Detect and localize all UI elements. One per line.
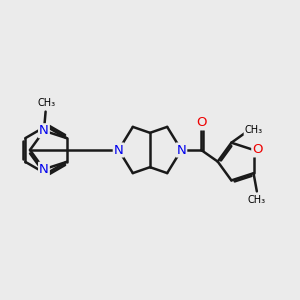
Text: CH₃: CH₃ [37,98,55,108]
Text: N: N [114,143,124,157]
Text: N: N [39,124,49,137]
Text: CH₃: CH₃ [244,125,262,135]
Text: CH₃: CH₃ [248,195,266,205]
Text: O: O [196,116,206,129]
Text: O: O [252,143,263,156]
Text: N: N [176,143,186,157]
Text: N: N [39,163,49,176]
